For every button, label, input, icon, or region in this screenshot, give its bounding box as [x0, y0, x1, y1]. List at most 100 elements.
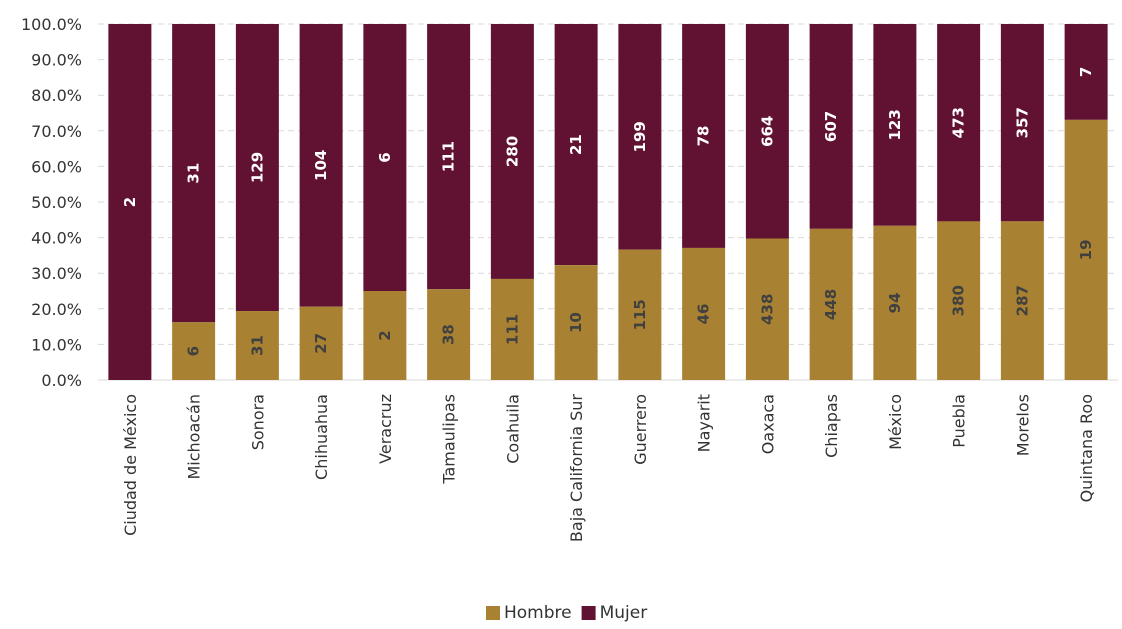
- bar-hombre: [937, 221, 981, 380]
- x-axis-tick-labels: Ciudad de México Michoacán Sonora Chihuahua…: [121, 394, 1096, 542]
- x-tick-label: Michoacán: [185, 394, 204, 480]
- y-tick-label: 80.0%: [31, 86, 82, 105]
- bar-hombre: [1000, 221, 1044, 380]
- bar-mujer: [618, 24, 662, 250]
- bar-mujer: [1000, 24, 1044, 222]
- x-tick-label: Chihuahua: [312, 394, 331, 480]
- x-tick-label: Puebla: [950, 394, 969, 448]
- data-label-hombre: 2: [376, 330, 394, 340]
- y-tick-label: 10.0%: [31, 335, 82, 354]
- bar-hombre: [873, 225, 917, 380]
- data-label-mujer: 104: [312, 150, 330, 181]
- legend-swatch-mujer: [581, 606, 596, 620]
- bar-hombre: [1064, 119, 1108, 380]
- bar-hombre: [172, 322, 216, 380]
- legend-swatch-hombre: [486, 606, 500, 620]
- data-label-mujer: 607: [822, 111, 840, 142]
- data-label-mujer: 31: [185, 163, 203, 184]
- x-tick-label: Oaxaca: [758, 394, 777, 454]
- x-tick-label: Baja California Sur: [567, 394, 586, 542]
- data-label-mujer: 357: [1013, 107, 1031, 138]
- y-tick-label: 50.0%: [31, 193, 82, 212]
- data-label-mujer: 7: [1077, 67, 1095, 77]
- data-label-mujer: 664: [758, 116, 776, 147]
- data-label-hombre: 46: [695, 304, 713, 325]
- bar-hombre: [682, 247, 726, 380]
- data-label-hombre: 10: [567, 312, 585, 333]
- x-tick-label: México: [886, 394, 905, 450]
- x-tick-label: Coahuila: [503, 394, 522, 464]
- data-label-hombre: 94: [886, 292, 904, 313]
- data-label-hombre: 115: [631, 299, 649, 330]
- x-tick-label: Nayarit: [695, 394, 714, 452]
- y-tick-label: 40.0%: [31, 229, 82, 248]
- bar-hombre: [745, 238, 789, 380]
- data-label-hombre: 6: [185, 346, 203, 356]
- data-label-hombre: 448: [822, 289, 840, 320]
- x-tick-label: Quintana Roo: [1077, 394, 1096, 502]
- data-label-hombre: 111: [503, 314, 521, 345]
- y-tick-label: 90.0%: [31, 51, 82, 70]
- bar-hombre: [299, 306, 343, 380]
- y-tick-label: 0.0%: [41, 371, 82, 390]
- bar-hombre: [235, 311, 279, 380]
- bar-mujer: [363, 24, 407, 291]
- data-label-hombre: 19: [1077, 239, 1095, 260]
- data-label-mujer: 6: [376, 152, 394, 162]
- data-label-hombre: 38: [440, 324, 458, 345]
- bar-hombre: [363, 291, 407, 380]
- data-label-hombre: 31: [248, 335, 266, 356]
- legend-label-hombre: Hombre: [504, 603, 572, 623]
- bar-mujer: [108, 24, 152, 380]
- data-label-mujer: 473: [950, 107, 968, 138]
- y-tick-label: 60.0%: [31, 157, 82, 176]
- x-tick-label: Tamaulipas: [440, 394, 459, 485]
- data-label-mujer: 129: [248, 152, 266, 183]
- bar-mujer: [554, 24, 598, 266]
- x-tick-label: Sonora: [248, 394, 267, 450]
- data-label-mujer: 280: [503, 136, 521, 167]
- data-label-mujer: 199: [631, 121, 649, 152]
- bar-hombre: [809, 228, 853, 380]
- y-tick-label: 30.0%: [31, 264, 82, 283]
- data-label-mujer: 111: [440, 141, 458, 172]
- bar-mujer: [1064, 24, 1108, 120]
- bar-hombre: [554, 265, 598, 380]
- bar-mujer: [490, 24, 534, 279]
- bar-hombre: [427, 289, 471, 380]
- x-tick-label: Ciudad de México: [121, 394, 140, 536]
- x-tick-label: Morelos: [1013, 394, 1032, 456]
- bar-hombre: [618, 249, 662, 380]
- y-tick-label: 20.0%: [31, 300, 82, 319]
- x-tick-label: Guerrero: [631, 394, 650, 465]
- bar-mujer: [745, 24, 789, 239]
- bar-mujer: [427, 24, 471, 290]
- y-tick-label: 100.0%: [21, 15, 82, 34]
- legend-label-mujer: Mujer: [600, 603, 648, 623]
- y-tick-label: 70.0%: [31, 122, 82, 141]
- bar-mujer: [235, 24, 279, 312]
- bar-mujer: [873, 24, 917, 226]
- data-labels: 2 31 6 129 31 104 27 6 2 111 38 280 111 21 10 199 115 78 4…: [121, 67, 1095, 357]
- legend: Hombre Mujer: [486, 603, 647, 623]
- data-label-mujer: 21: [567, 134, 585, 155]
- data-label-hombre: 27: [312, 333, 330, 354]
- bar-mujer: [809, 24, 853, 229]
- data-label-mujer: 2: [121, 197, 139, 207]
- bars: [108, 24, 1108, 380]
- data-label-mujer: 78: [695, 126, 713, 147]
- x-tick-label: Veracruz: [376, 394, 395, 464]
- bar-mujer: [682, 24, 726, 248]
- data-label-hombre: 438: [758, 294, 776, 325]
- bar-hombre: [490, 278, 534, 380]
- bar-mujer: [299, 24, 343, 307]
- data-label-mujer: 123: [886, 109, 904, 140]
- x-tick-label: Chiapas: [822, 394, 841, 458]
- data-label-hombre: 380: [950, 285, 968, 316]
- bar-mujer: [937, 24, 981, 222]
- data-label-hombre: 287: [1013, 285, 1031, 316]
- bar-mujer: [172, 24, 216, 323]
- y-axis-tick-labels: 0.0% 10.0% 20.0% 30.0% 40.0% 50.0% 60.0% 70.0% 8…: [21, 15, 82, 390]
